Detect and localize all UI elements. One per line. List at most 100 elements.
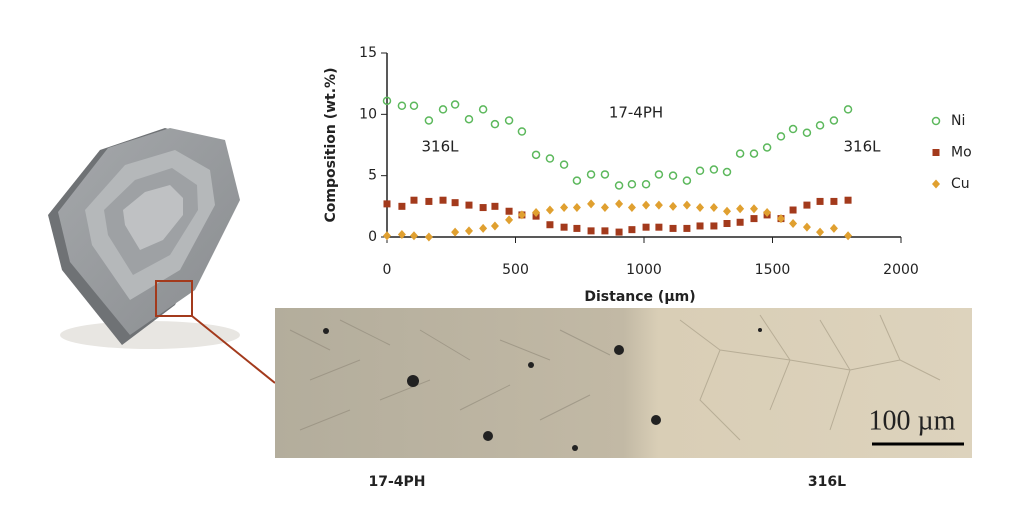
- data-point: [736, 204, 745, 214]
- y-tick-label: 15: [359, 45, 377, 61]
- data-point: [709, 165, 719, 174]
- region-label: 17-4PH: [368, 474, 425, 490]
- data-point: [749, 149, 759, 158]
- legend-label: Mo: [951, 145, 972, 161]
- data-point: [844, 231, 853, 241]
- data-point: [517, 127, 527, 136]
- data-point: [383, 231, 391, 241]
- data-point: [559, 160, 569, 169]
- x-tick-label: 1500: [755, 262, 791, 278]
- data-point: [587, 199, 596, 209]
- y-axis-label: Composition (wt.%): [323, 68, 339, 223]
- data-point: [802, 222, 811, 232]
- data-point: [655, 223, 663, 231]
- data-point: [668, 171, 678, 180]
- data-point: [669, 201, 678, 211]
- data-point: [816, 227, 825, 237]
- data-point: [776, 132, 786, 141]
- data-point: [532, 207, 541, 217]
- data-point: [682, 200, 691, 210]
- data-point: [479, 204, 487, 212]
- x-axis-label: Distance (µm): [584, 289, 695, 305]
- data-point: [789, 219, 798, 229]
- data-point: [490, 119, 500, 129]
- y-tick-label: 5: [368, 168, 377, 184]
- y-tick-label: 0: [368, 229, 377, 245]
- data-point: [586, 170, 596, 179]
- data-point: [546, 221, 554, 229]
- data-point: [600, 203, 609, 213]
- data-point: [723, 220, 731, 228]
- data-point: [788, 124, 798, 134]
- data-point: [723, 206, 732, 216]
- x-tick-label: 1000: [626, 262, 662, 278]
- data-point: [425, 197, 433, 205]
- data-point: [654, 170, 664, 179]
- data-point: [397, 230, 406, 240]
- data-point: [642, 223, 650, 231]
- scale-bar-label: 100 µm: [869, 405, 956, 436]
- data-point: [615, 199, 624, 209]
- data-point: [491, 202, 499, 210]
- data-point: [762, 143, 772, 152]
- data-point: [397, 101, 407, 110]
- data-point: [517, 210, 526, 220]
- data-point: [573, 224, 581, 232]
- legend-marker: [932, 149, 940, 156]
- chart: Distance (µm) Composition (wt.%) 17-4PH …: [323, 45, 972, 305]
- data-point: [654, 200, 663, 210]
- data-point: [464, 226, 473, 236]
- legend-label: Cu: [951, 176, 970, 192]
- legend-marker: [931, 116, 941, 126]
- data-point: [438, 105, 448, 114]
- data-point: [490, 221, 499, 231]
- data-point: [695, 166, 705, 176]
- data-point: [479, 223, 488, 233]
- data-point: [560, 223, 568, 231]
- data-point: [829, 223, 838, 233]
- data-point: [545, 154, 555, 163]
- data-point: [545, 205, 554, 215]
- data-point: [627, 180, 637, 189]
- data-point: [464, 114, 474, 124]
- data-point: [465, 201, 473, 209]
- data-point: [451, 227, 460, 237]
- data-point: [789, 206, 797, 214]
- micrograph: 100 µm 17-4PH 316L: [275, 308, 972, 490]
- annotation: 316L: [844, 138, 882, 156]
- data-point: [409, 231, 418, 241]
- data-point: [803, 201, 811, 209]
- data-point: [450, 100, 460, 109]
- data-point: [816, 197, 824, 205]
- data-point: [424, 232, 433, 242]
- x-tick-label: 500: [502, 262, 529, 278]
- part-photo: [48, 128, 276, 384]
- data-point: [641, 180, 651, 189]
- data-point: [749, 204, 758, 214]
- data-point: [439, 196, 447, 204]
- data-point: [844, 196, 852, 204]
- data-point: [763, 207, 772, 217]
- data-point: [830, 197, 838, 205]
- data-point: [587, 227, 595, 235]
- data-point: [735, 149, 745, 158]
- data-point: [682, 176, 692, 185]
- data-point: [736, 218, 744, 226]
- legend-marker: [932, 179, 940, 189]
- data-point: [627, 203, 636, 213]
- annotation: 316L: [422, 138, 460, 156]
- data-point: [750, 215, 758, 223]
- data-point: [600, 170, 610, 179]
- data-point: [776, 214, 785, 224]
- data-point: [722, 167, 732, 177]
- data-point: [815, 121, 825, 130]
- data-point: [504, 116, 514, 125]
- data-point: [505, 215, 514, 225]
- annotation: 17-4PH: [609, 104, 663, 122]
- data-point: [642, 200, 651, 210]
- data-point: [572, 176, 582, 185]
- data-point: [383, 200, 391, 208]
- data-point: [424, 116, 434, 125]
- data-point: [478, 105, 488, 114]
